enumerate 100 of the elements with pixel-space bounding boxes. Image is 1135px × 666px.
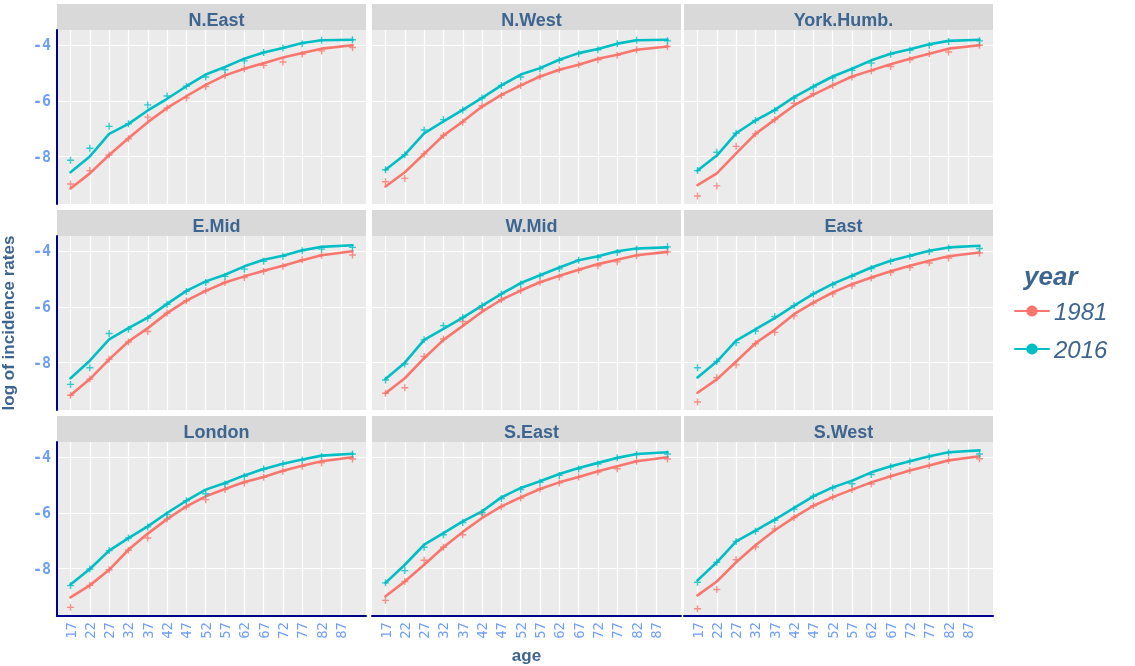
point — [420, 150, 428, 158]
point — [575, 61, 583, 69]
point — [105, 547, 113, 555]
point — [694, 192, 702, 200]
chart-title: S.West — [813, 422, 874, 442]
point — [663, 243, 671, 251]
x-tick-label: 52 — [197, 622, 214, 639]
point — [536, 272, 544, 280]
chart-title: East — [824, 216, 863, 236]
x-tick-label: 67 — [255, 622, 272, 639]
point — [279, 467, 287, 475]
point — [732, 129, 740, 137]
point — [848, 73, 856, 81]
point — [732, 537, 740, 545]
point — [420, 543, 428, 551]
x-axis-title: age — [511, 645, 542, 665]
point — [67, 180, 75, 188]
point — [925, 259, 933, 267]
point — [420, 353, 428, 361]
point — [713, 182, 721, 190]
point — [202, 73, 210, 81]
point — [279, 460, 287, 468]
x-tick-label: 32 — [435, 622, 452, 639]
point — [536, 72, 544, 80]
point — [163, 300, 171, 308]
point — [86, 144, 94, 152]
x-tick-label: 87 — [647, 622, 664, 639]
x-tick-label: 67 — [882, 622, 899, 639]
point — [975, 37, 983, 45]
point — [790, 312, 798, 320]
point — [694, 398, 702, 406]
point — [459, 106, 467, 114]
point — [517, 494, 525, 502]
point — [86, 375, 94, 383]
point — [517, 280, 525, 288]
x-tick-label: 17 — [689, 622, 706, 639]
point — [105, 122, 113, 130]
x-tick-label: 32 — [747, 622, 764, 639]
point — [221, 71, 229, 79]
point — [318, 459, 326, 467]
point — [401, 360, 409, 368]
point — [848, 486, 856, 494]
point — [594, 460, 602, 468]
point — [713, 358, 721, 366]
legend-label: 1981 — [1054, 297, 1108, 325]
x-tick-label: 42 — [474, 622, 491, 639]
point — [105, 329, 113, 337]
point — [124, 120, 132, 128]
x-tick-label: 77 — [609, 622, 626, 639]
point — [594, 56, 602, 64]
point — [144, 113, 152, 121]
point — [105, 566, 113, 574]
point — [124, 534, 132, 542]
x-tick-label: 72 — [901, 622, 918, 639]
x-tick-label: 57 — [532, 622, 549, 639]
point — [420, 126, 428, 134]
y-tick-label: -6 — [32, 503, 51, 522]
y-tick-label: -4 — [32, 242, 51, 261]
x-tick-label: 32 — [120, 622, 137, 639]
point — [182, 297, 190, 305]
point — [144, 314, 152, 322]
x-tick-label: 57 — [217, 622, 234, 639]
point — [906, 252, 914, 260]
x-tick-label: 62 — [236, 622, 253, 639]
point — [663, 37, 671, 45]
point — [144, 523, 152, 531]
point — [221, 272, 229, 280]
point — [202, 287, 210, 295]
point — [382, 579, 390, 587]
point — [260, 465, 268, 473]
point — [790, 505, 798, 513]
point — [713, 586, 721, 594]
point — [279, 58, 287, 66]
point — [536, 278, 544, 286]
x-tick-label: 27 — [101, 622, 118, 639]
point — [478, 102, 486, 110]
point — [594, 46, 602, 54]
point — [401, 577, 409, 585]
point — [829, 493, 837, 501]
x-tick-label: 52 — [824, 622, 841, 639]
legend-label: 2016 — [1053, 335, 1109, 363]
chart-title: S.East — [503, 422, 560, 442]
point — [829, 484, 837, 492]
x-tick-label: 27 — [416, 622, 433, 639]
x-tick-label: 17 — [62, 622, 79, 639]
point — [401, 174, 409, 182]
x-tick-label: 72 — [274, 622, 291, 639]
point — [497, 290, 505, 298]
chart-title: E.Mid — [192, 216, 241, 236]
point — [86, 364, 94, 372]
x-tick-label: 47 — [493, 622, 510, 639]
point — [318, 245, 326, 253]
point — [478, 94, 486, 102]
point — [555, 66, 563, 74]
x-tick-label: 37 — [139, 622, 156, 639]
chart-title: N.West — [501, 10, 562, 30]
point — [124, 135, 132, 143]
x-tick-label: 77 — [294, 622, 311, 639]
point — [790, 94, 798, 102]
point — [318, 47, 326, 55]
